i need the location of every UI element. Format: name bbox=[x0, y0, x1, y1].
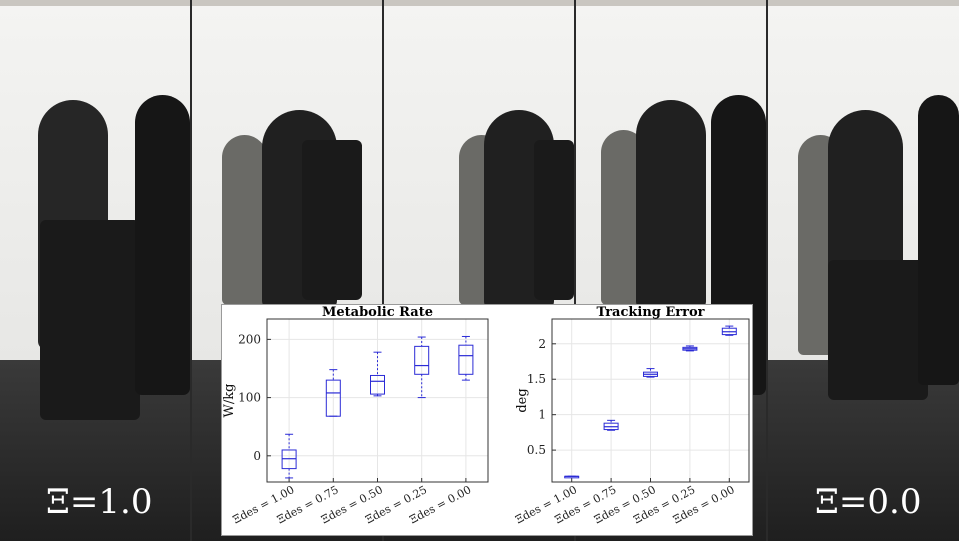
chart-title: Metabolic Rate bbox=[322, 305, 433, 320]
y-axis-label: deg bbox=[515, 388, 530, 412]
xi-label-right: Ξ=0.0 bbox=[815, 482, 922, 522]
y-tick-label: 2 bbox=[538, 337, 546, 351]
y-tick-label: 0.5 bbox=[527, 443, 546, 457]
box-iqr bbox=[414, 345, 430, 375]
box-iqr bbox=[325, 379, 341, 417]
video-frame-1 bbox=[0, 0, 190, 541]
chart-title: Tracking Error bbox=[596, 305, 704, 320]
y-axis-label: W/kg bbox=[222, 384, 237, 418]
y-tick-label: 200 bbox=[238, 332, 261, 346]
y-tick-label: 0 bbox=[253, 449, 261, 463]
chart-panel: Metabolic Rate W/kg 0 100 200 Ξdes = 1.00 Ξdes… bbox=[221, 304, 753, 536]
xi-label-left: Ξ=1.0 bbox=[46, 482, 153, 522]
y-tick-label: 100 bbox=[238, 391, 261, 405]
box-iqr bbox=[370, 374, 385, 395]
y-tick-label: 1.5 bbox=[527, 372, 546, 386]
box-iqr bbox=[458, 344, 474, 375]
y-tick-label: 1 bbox=[538, 408, 546, 422]
video-frame-5 bbox=[768, 0, 959, 541]
